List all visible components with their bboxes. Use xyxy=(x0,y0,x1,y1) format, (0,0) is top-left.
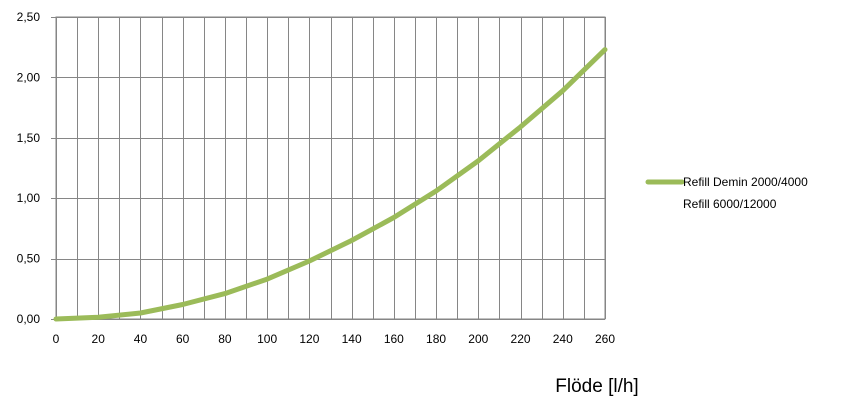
y-tick-label: 2,00 xyxy=(17,70,41,84)
x-tick-label: 180 xyxy=(426,332,446,346)
y-tick-label: 1,50 xyxy=(17,131,41,145)
x-tick-label: 200 xyxy=(468,332,488,346)
x-tick-label: 140 xyxy=(342,332,362,346)
x-tick-label: 40 xyxy=(134,332,148,346)
x-tick-label: 160 xyxy=(384,332,404,346)
x-tick-label: 260 xyxy=(595,332,615,346)
y-tick-label: 0,50 xyxy=(17,252,41,266)
y-axis-ticks: 0,00 0,50 1,00 1,50 2,00 2,50 xyxy=(17,10,56,326)
y-tick-label: 2,50 xyxy=(17,10,41,24)
x-tick-label: 0 xyxy=(53,332,60,346)
x-tick-label: 60 xyxy=(176,332,190,346)
y-tick-label: 1,00 xyxy=(17,191,41,205)
x-axis-ticks: 0 20 40 60 80 100 120 140 160 180 200 220 240 260 xyxy=(53,332,616,346)
x-tick-label: 100 xyxy=(257,332,277,346)
x-tick-label: 240 xyxy=(553,332,573,346)
series-line xyxy=(53,47,608,322)
legend: Refill Demin 2000/4000 Refill 6000/12000 xyxy=(645,175,808,211)
x-tick-label: 120 xyxy=(299,332,319,346)
x-tick-label: 20 xyxy=(92,332,106,346)
plot-border xyxy=(55,16,606,320)
x-tick-label: 80 xyxy=(218,332,232,346)
x-tick-label: 220 xyxy=(511,332,531,346)
y-tick-label: 0,00 xyxy=(17,312,41,326)
plot-area xyxy=(55,16,606,320)
x-axis-label: Flöde [l/h] xyxy=(555,376,638,397)
legend-label: Refill 6000/12000 xyxy=(683,197,777,211)
series-lines xyxy=(53,47,608,322)
gridlines xyxy=(56,17,606,320)
legend-label: Refill Demin 2000/4000 xyxy=(683,175,808,189)
